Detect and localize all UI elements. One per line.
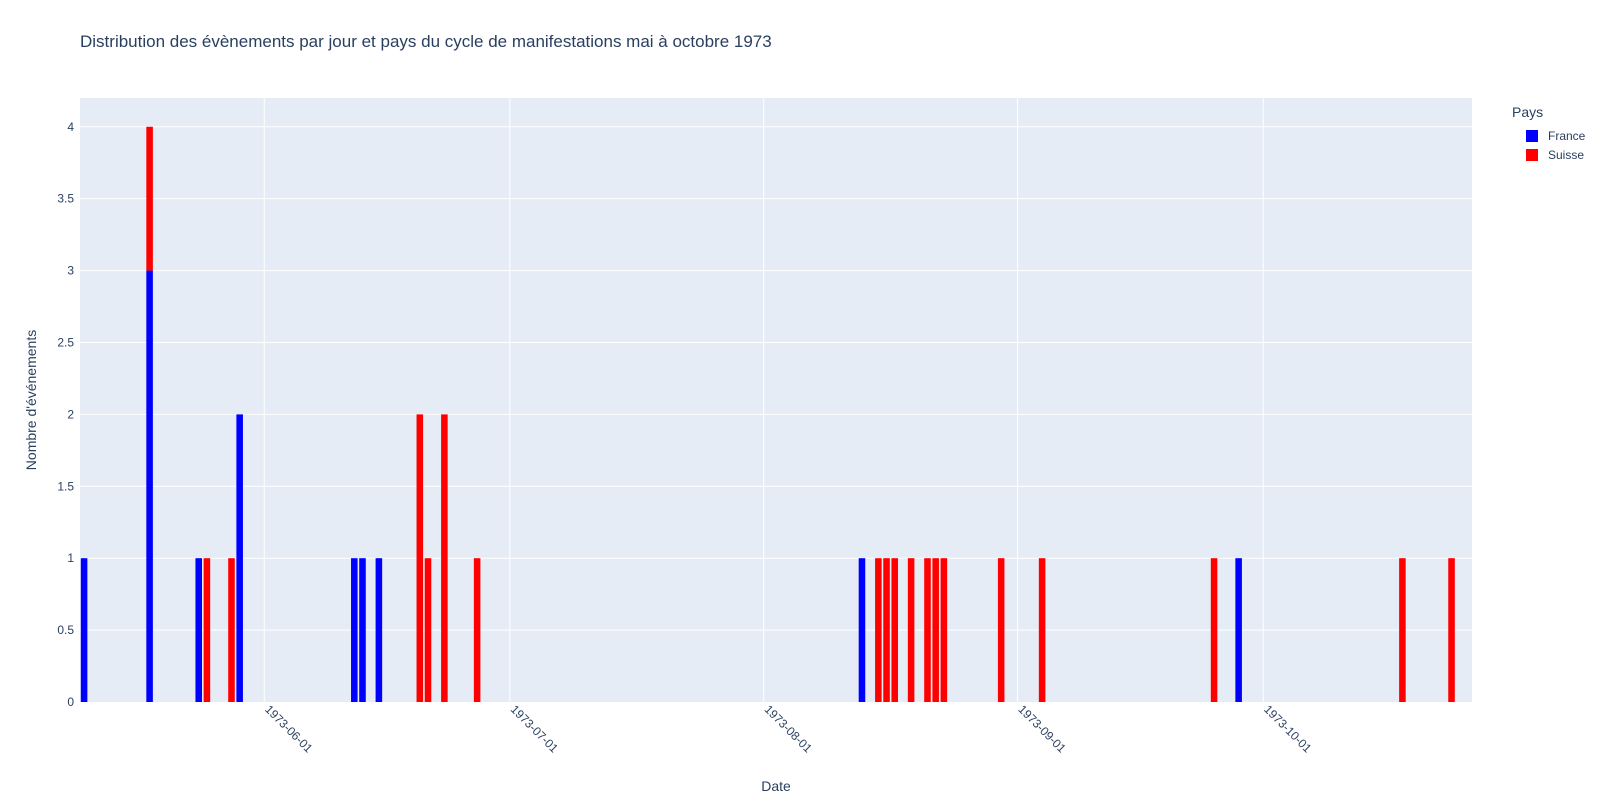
bar-suisse-1973-09-25[interactable] [1210, 558, 1218, 702]
bar-france-1973-05-29[interactable] [236, 414, 243, 702]
bar-suisse-1973-08-15[interactable] [875, 558, 882, 702]
bar-suisse-1973-08-30[interactable] [997, 558, 1005, 702]
y-tick-label: 1.5 [57, 479, 74, 493]
y-tick-label: 3 [67, 264, 74, 278]
bar-suisse-1973-06-23[interactable] [441, 414, 448, 702]
chart-title: Distribution des évènements par jour et … [80, 32, 772, 51]
y-tick-label: 1 [67, 551, 74, 565]
bar-france-1973-09-28[interactable] [1235, 558, 1242, 702]
bar-suisse-1973-08-22[interactable] [932, 558, 939, 702]
x-tick-label: 1973-06-01 [262, 702, 316, 756]
bars [80, 126, 1455, 702]
legend-title: Pays [1512, 104, 1544, 120]
bar-suisse-1973-06-27[interactable] [473, 558, 481, 702]
x-tick-label: 1973-08-01 [762, 702, 816, 756]
bar-suisse-1973-08-17[interactable] [891, 558, 899, 702]
bar-france-1973-05-24[interactable] [195, 558, 203, 702]
bar-suisse-1973-08-23[interactable] [940, 558, 948, 702]
bar-suisse-1973-09-04[interactable] [1038, 558, 1046, 702]
legend-label-suisse: Suisse [1548, 147, 1585, 162]
bar-france-1973-06-15[interactable] [375, 558, 383, 702]
x-axis-title: Date [761, 778, 791, 794]
bar-france-1973-05-18[interactable] [146, 270, 153, 702]
y-tick-label: 4 [67, 120, 74, 134]
y-tick-label: 2 [67, 407, 74, 421]
bar-france-1973-08-13[interactable] [858, 558, 866, 702]
y-tick-label: 2.5 [57, 335, 74, 349]
bar-suisse-1973-10-18[interactable] [1399, 558, 1406, 702]
legend-label-france: France [1548, 128, 1586, 143]
y-tick-label: 3.5 [57, 192, 74, 206]
legend-item-suisse[interactable]: Suisse [1512, 145, 1585, 164]
bar-suisse-1973-05-28[interactable] [228, 558, 235, 702]
bar-france-1973-06-12[interactable] [351, 558, 358, 702]
x-tick-labels: 1973-06-01 1973-07-01 1973-08-01 1973-09-01… [262, 702, 1314, 756]
legend: Pays France Suisse [1512, 104, 1585, 164]
bar-france-1973-06-13[interactable] [359, 558, 366, 702]
legend-swatch-france [1526, 129, 1538, 142]
legend-swatch-suisse [1526, 148, 1538, 161]
bar-suisse-1973-05-18[interactable] [146, 126, 153, 271]
bar-suisse-1973-10-24[interactable] [1448, 558, 1455, 702]
bar-suisse-1973-05-25[interactable] [203, 558, 211, 702]
legend-item-france[interactable]: France [1512, 126, 1585, 145]
y-tick-label: 0 [67, 695, 74, 709]
bar-suisse-1973-08-21[interactable] [924, 558, 931, 702]
y-tick-label: 0.5 [57, 623, 74, 637]
y-axis-title: Nombre d'événements [23, 330, 39, 470]
bar-france-1973-05-10[interactable] [80, 558, 88, 702]
x-tick-label: 1973-07-01 [508, 702, 562, 756]
bar-suisse-1973-06-20[interactable] [416, 414, 424, 702]
x-tick-label: 1973-09-01 [1015, 702, 1069, 756]
x-tick-label: 1973-10-01 [1261, 702, 1315, 756]
bar-suisse-1973-08-16[interactable] [883, 558, 890, 702]
bar-suisse-1973-08-19[interactable] [907, 558, 915, 702]
bar-suisse-1973-06-21[interactable] [424, 558, 432, 702]
y-tick-labels: 0 0.5 1 1.5 2 2.5 3 3.5 4 [57, 120, 74, 709]
